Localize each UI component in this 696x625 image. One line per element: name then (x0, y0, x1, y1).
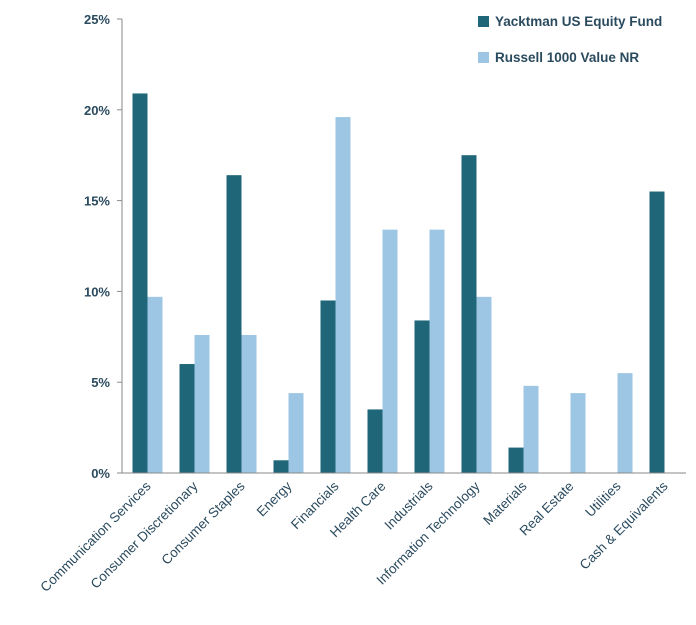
bar-benchmark (147, 296, 163, 473)
bar-benchmark (382, 229, 398, 473)
bar-fund (367, 409, 383, 473)
bar-benchmark (194, 334, 210, 473)
legend-label: Yacktman US Equity Fund (495, 14, 662, 29)
y-tick-label: 5% (91, 375, 110, 390)
x-category-label: Utilities (582, 478, 624, 520)
bar-fund (226, 175, 242, 473)
legend-swatch (478, 16, 489, 27)
bar-fund (508, 447, 524, 473)
y-axis-ticks: 0% 5% 10% 15% 20% 25% (84, 12, 122, 481)
x-category-label: Energy (254, 478, 295, 519)
legend-swatch (478, 52, 489, 63)
y-tick-label: 0% (91, 466, 110, 481)
bar-benchmark (335, 117, 351, 474)
x-category-label: Materials (480, 478, 530, 528)
bar-benchmark (476, 296, 492, 473)
x-category-label: Consumer Staples (158, 478, 247, 567)
bar-fund (179, 364, 195, 473)
bar-benchmark (288, 393, 304, 473)
bar-fund (273, 460, 289, 473)
bar-fund (132, 93, 148, 474)
bar-benchmark (429, 229, 445, 473)
bar-benchmark (523, 385, 539, 473)
y-tick-label: 10% (84, 284, 110, 299)
legend-label: Russell 1000 Value NR (495, 50, 639, 65)
bar-fund (320, 300, 336, 473)
bar-benchmark (617, 373, 633, 473)
y-tick-label: 15% (84, 194, 110, 209)
bar-benchmark (570, 393, 586, 473)
bars (132, 93, 665, 474)
y-tick-label: 20% (84, 103, 110, 118)
x-category-label: Cash & Equivalents (577, 478, 671, 572)
bar-fund (461, 155, 477, 473)
bar-benchmark (241, 334, 257, 473)
y-tick-label: 25% (84, 12, 110, 27)
legend: Yacktman US Equity Fund Russell 1000 Valu… (478, 14, 662, 65)
bar-fund (649, 191, 665, 473)
bar-fund (414, 320, 430, 473)
